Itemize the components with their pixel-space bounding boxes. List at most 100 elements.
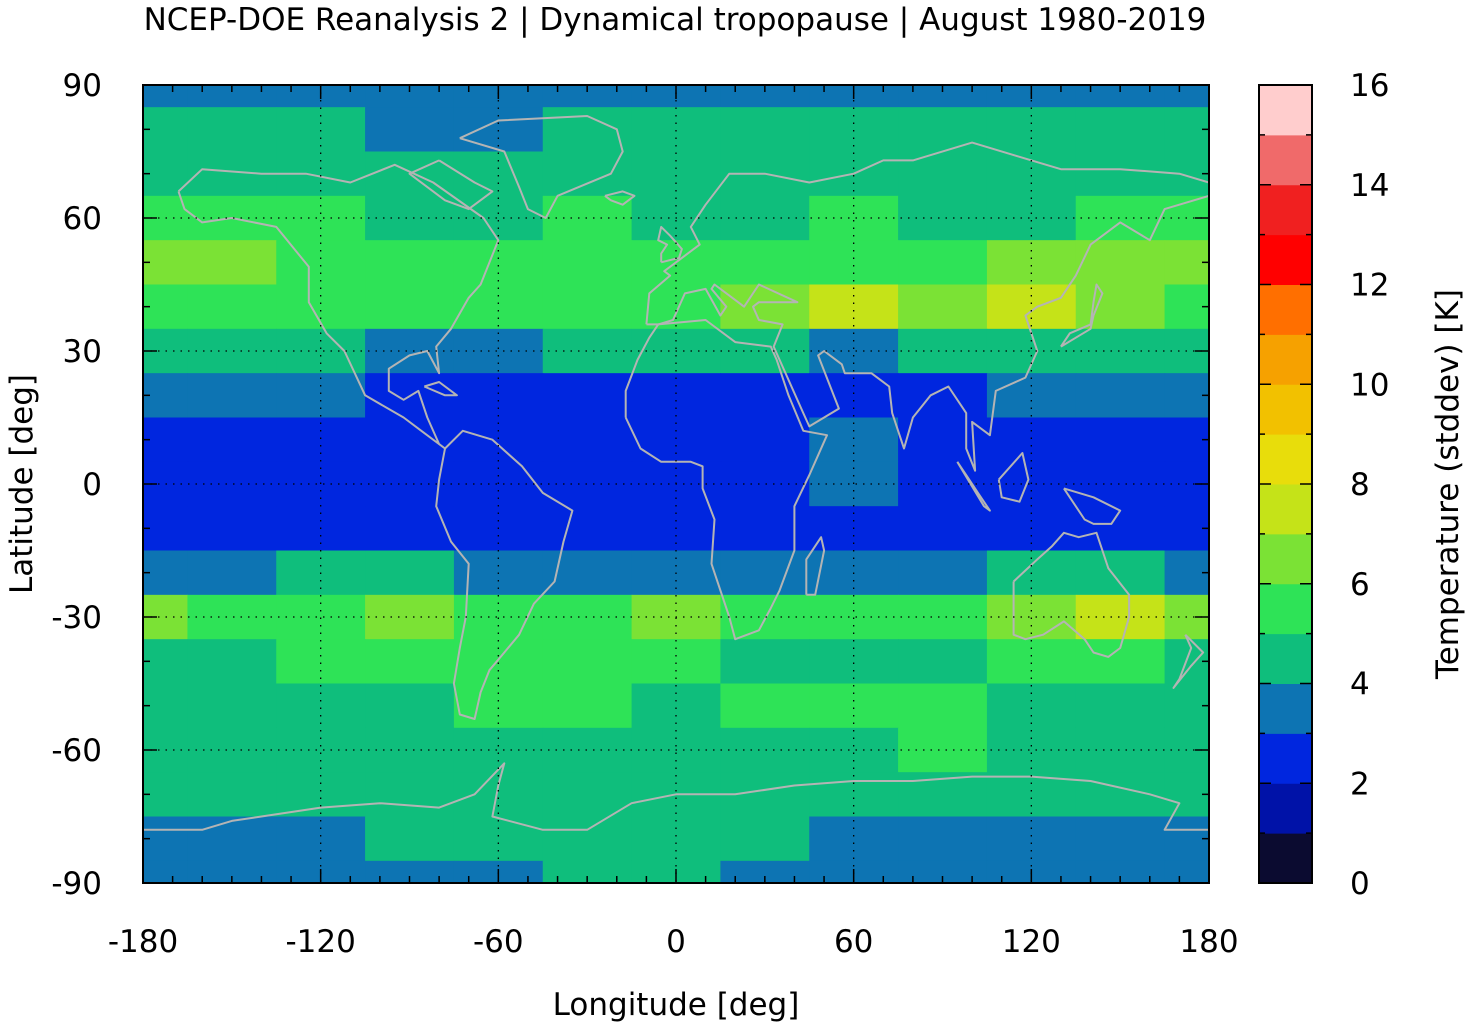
colorbar-swatch — [1259, 434, 1312, 485]
japan-coast — [1060, 283, 1104, 348]
heatmap-cell — [187, 284, 277, 330]
heatmap-cell — [453, 639, 544, 685]
heatmap-cell — [898, 151, 988, 197]
heatmap-cell — [187, 461, 277, 507]
colorbar-swatch — [1259, 484, 1312, 535]
heatmap-cell — [453, 240, 544, 286]
heatmap-cell — [187, 639, 277, 685]
heatmap-cell — [453, 195, 544, 241]
heatmap-cell — [809, 683, 899, 729]
colorbar-swatch — [1259, 683, 1312, 734]
heatmap-cell — [631, 639, 722, 685]
heatmap-cell — [1164, 85, 1209, 108]
colorbar-tick-label: 8 — [1350, 467, 1370, 503]
x-axis-label: Longitude [deg] — [553, 987, 800, 1023]
heatmap-cell — [898, 816, 988, 862]
heatmap-cell — [365, 772, 455, 818]
new-zealand-coast — [1172, 633, 1205, 689]
heatmap-cell — [143, 639, 189, 685]
colorbar-tick-label: 14 — [1350, 168, 1389, 204]
heatmap-cell — [809, 594, 899, 640]
heatmap-cell — [542, 373, 633, 419]
heatmap-cell — [453, 816, 544, 862]
heatmap-cell — [986, 639, 1077, 685]
greenland-coast — [459, 115, 624, 219]
heatmap-cell — [898, 373, 988, 419]
x-tick-label: -60 — [473, 924, 524, 960]
heatmap-cell — [365, 107, 455, 153]
heatmap-cell — [187, 594, 277, 640]
heatmap-cell — [986, 683, 1077, 729]
y-tick-labels: -90 -60 -30 0 30 60 90 — [51, 68, 102, 902]
heatmap-cell — [365, 284, 455, 330]
heatmap-cell — [1075, 151, 1166, 197]
heatmap-cell — [986, 727, 1077, 773]
colorbar-tick-labels: 0 2 4 6 8 10 12 14 16 — [1350, 68, 1389, 902]
heatmap-cell — [453, 461, 544, 507]
heatmap-cell — [1075, 594, 1166, 640]
heatmap-cell — [898, 240, 988, 286]
heatmap-cell — [1075, 683, 1166, 729]
heatmap-cell — [1075, 85, 1166, 108]
colorbar-swatch — [1259, 633, 1312, 684]
heatmap-cell — [1075, 461, 1166, 507]
heatmap-cell — [898, 550, 988, 596]
heatmap-cell — [542, 727, 633, 773]
heatmap-cell — [898, 639, 988, 685]
y-tick-label: -90 — [51, 866, 102, 902]
heatmap-cell — [143, 85, 189, 108]
heatmap-cell — [365, 550, 455, 596]
heatmap-cell — [143, 683, 189, 729]
colorbar-label: Temperature (stddev) [K] — [1430, 289, 1466, 680]
x-tick-label: 120 — [1002, 924, 1061, 960]
y-axis-label: Latitude [deg] — [4, 374, 40, 594]
heatmap-cell — [809, 195, 899, 241]
heatmap-cell — [986, 417, 1077, 463]
iceland-coast — [604, 190, 636, 206]
heatmap-cell — [276, 772, 366, 818]
heatmap-cell — [276, 417, 366, 463]
x-tick-label: 180 — [1179, 924, 1238, 960]
heatmap-cell — [187, 328, 277, 374]
heatmap-cell — [143, 816, 189, 862]
y-tick-label: 0 — [82, 467, 102, 503]
x-tick-label: 0 — [666, 924, 686, 960]
heatmap-cell — [1075, 506, 1166, 552]
heatmap-cell — [898, 683, 988, 729]
heatmap-cell — [1164, 772, 1209, 818]
madagascar-coast — [805, 536, 826, 596]
heatmap-cell — [1164, 860, 1209, 883]
heatmap-cell — [720, 461, 810, 507]
heatmap-cell — [276, 639, 366, 685]
colorbar-swatch — [1259, 85, 1312, 136]
heatmap-cell — [453, 373, 544, 419]
heatmap-cell — [453, 284, 544, 330]
heatmap-cell — [542, 772, 633, 818]
uk-coast — [657, 225, 683, 264]
heatmap-cell — [365, 240, 455, 286]
heatmap-cell — [1075, 727, 1166, 773]
heatmap-cell — [542, 417, 633, 463]
heatmap-cell — [365, 683, 455, 729]
heatmap-cell — [986, 284, 1077, 330]
antarctica-coast — [143, 762, 1209, 831]
colorbar-tick-label: 2 — [1350, 766, 1370, 802]
heatmap-cell — [631, 373, 722, 419]
y-tick-label: 90 — [63, 68, 102, 104]
heatmap-cell — [542, 550, 633, 596]
heatmap-cell — [1164, 550, 1209, 596]
heatmap-cell — [720, 816, 810, 862]
colorbar-tick-label: 16 — [1350, 68, 1389, 104]
heatmap-cell — [809, 284, 899, 330]
heatmap-cell — [1164, 240, 1209, 286]
heatmap-cell — [542, 85, 633, 108]
south-america-coast — [435, 429, 574, 720]
heatmap-cell — [720, 417, 810, 463]
heatmap-cell — [1164, 373, 1209, 419]
heatmap-cell — [542, 284, 633, 330]
heatmap-cell — [187, 727, 277, 773]
heatmap-cell — [365, 506, 455, 552]
heatmap-cell — [809, 727, 899, 773]
heatmap-cell — [143, 107, 189, 153]
heatmap-cell — [542, 594, 633, 640]
